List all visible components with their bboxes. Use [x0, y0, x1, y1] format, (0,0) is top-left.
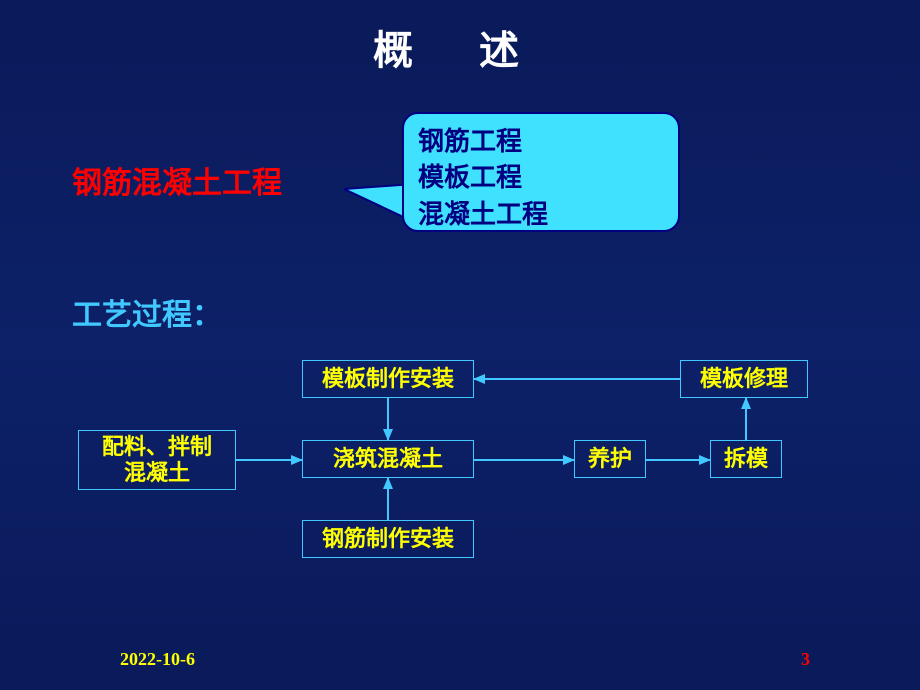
- callout-line-1: 钢筋工程: [418, 124, 664, 160]
- footer-date: 2022-10-6: [120, 649, 195, 670]
- flow-node-n4: 浇筑混凝土: [302, 440, 474, 478]
- subtitle-text: 钢筋混凝土工程: [72, 158, 282, 202]
- footer-page: 3: [801, 649, 810, 670]
- flowchart-container: 模板制作安装 模板修理配料、拌制 混凝土 浇筑混凝土 养护 拆模钢筋制作安装: [0, 360, 920, 600]
- callout-box: 钢筋工程 模板工程 混凝土工程: [402, 112, 680, 232]
- flow-node-n6: 拆模: [710, 440, 782, 478]
- flow-node-n7: 钢筋制作安装: [302, 520, 474, 558]
- callout-line-3: 混凝土工程: [418, 197, 664, 233]
- slide-title: 概 述: [0, 18, 920, 76]
- flow-node-n1: 模板制作安装: [302, 360, 474, 398]
- flow-node-n2: 模板修理: [680, 360, 808, 398]
- callout-line-2: 模板工程: [418, 160, 664, 196]
- flow-node-n5: 养护: [574, 440, 646, 478]
- process-label: 工艺过程：: [72, 290, 222, 334]
- flow-node-n3: 配料、拌制 混凝土: [78, 430, 236, 490]
